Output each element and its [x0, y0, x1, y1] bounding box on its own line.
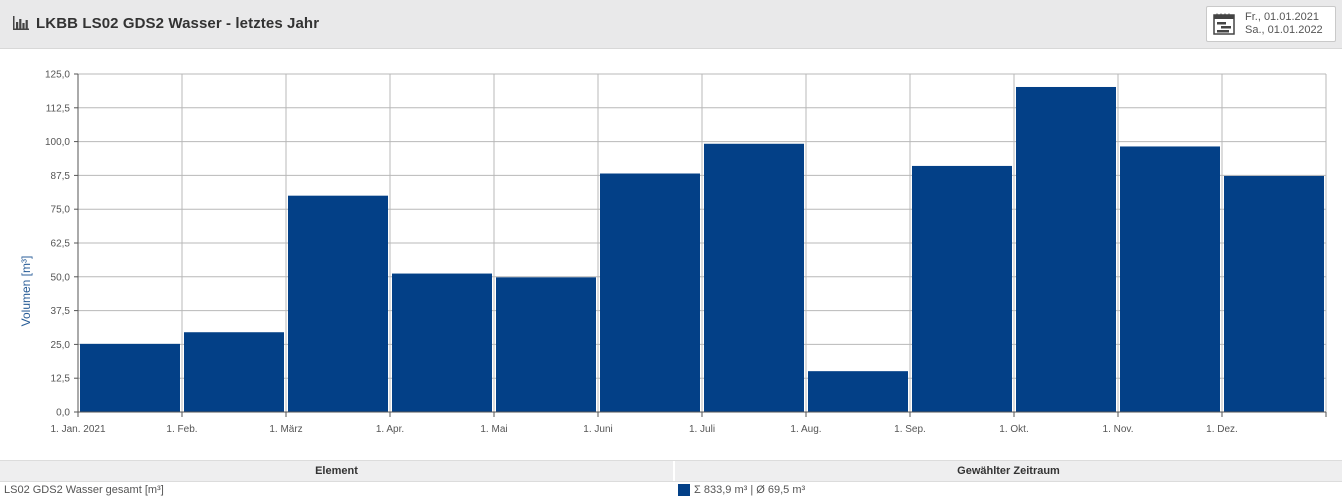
calendar-icon — [1213, 13, 1235, 35]
header-bar: LKBB LS02 GDS2 Wasser - letztes Jahr Fr.… — [0, 0, 1342, 49]
y-tick-label: 12,5 — [51, 374, 71, 385]
y-tick-label: 62,5 — [51, 239, 71, 250]
x-tick-label: 1. Sep. — [894, 424, 926, 435]
bar — [392, 273, 492, 412]
bar — [80, 343, 180, 412]
column-divider — [673, 461, 675, 481]
x-tick-label: 1. Okt. — [999, 424, 1028, 435]
element-name: LS02 GDS2 Wasser gesamt [m³] — [4, 484, 164, 496]
date-from: Fr., 01.01.2021 — [1245, 11, 1319, 23]
series-color-swatch — [678, 484, 690, 496]
table-row[interactable]: LS02 GDS2 Wasser gesamt [m³] Σ 833,9 m³ … — [0, 482, 1342, 498]
date-range-picker[interactable]: Fr., 01.01.2021 Sa., 01.01.2022 — [1206, 6, 1336, 42]
y-tick-label: 37,5 — [51, 306, 71, 317]
y-tick-label: 87,5 — [51, 171, 71, 182]
y-tick-label: 125,0 — [45, 70, 70, 81]
x-tick-label: 1. Juni — [583, 424, 612, 435]
bar — [1120, 146, 1220, 412]
x-tick-label: 1. Feb. — [166, 424, 197, 435]
x-tick-label: 1. Apr. — [376, 424, 404, 435]
period-value: Σ 833,9 m³ | Ø 69,5 m³ — [694, 484, 806, 496]
legend-table: Element Gewählter Zeitraum LS02 GDS2 Was… — [0, 460, 1342, 498]
x-tick-label: 1. Juli — [689, 424, 715, 435]
bar — [912, 165, 1012, 412]
bar-chart: 0,0 12,5 25,0 37,5 50,0 62,5 75,0 87,5 100,0 112,… — [45, 70, 1327, 435]
x-tick-label: 1. Nov. — [1103, 424, 1134, 435]
x-tick-label: 1. Mai — [480, 424, 507, 435]
bar — [1224, 175, 1324, 412]
column-header-period: Gewählter Zeitraum — [957, 465, 1060, 477]
page-title: LKBB LS02 GDS2 Wasser - letztes Jahr — [36, 14, 320, 32]
bar — [600, 173, 700, 412]
y-tick-label: 50,0 — [51, 272, 71, 283]
bar-chart-icon — [13, 16, 29, 30]
bar — [704, 143, 804, 413]
y-tick-label: 112,5 — [46, 103, 71, 114]
y-axis-title: Volumen [m³] — [19, 255, 33, 327]
bar — [496, 277, 596, 412]
y-tick-label: 100,0 — [45, 137, 70, 148]
bar — [808, 371, 908, 412]
bar — [288, 195, 388, 412]
x-tick-label: 1. Aug. — [790, 424, 821, 435]
chart-area: 0,0 12,5 25,0 37,5 50,0 62,5 75,0 87,5 100,0 112,… — [0, 48, 1342, 458]
bar — [184, 332, 284, 412]
x-tick-label: 1. Jan. 2021 — [50, 424, 105, 435]
date-to: Sa., 01.01.2022 — [1245, 24, 1323, 36]
x-tick-label: 1. März — [269, 424, 302, 435]
y-tick-label: 0,0 — [56, 408, 70, 419]
title-group: LKBB LS02 GDS2 Wasser - letztes Jahr — [12, 14, 319, 32]
period-summary: Σ 833,9 m³ | Ø 69,5 m³ — [678, 484, 805, 496]
bar — [1016, 86, 1116, 413]
date-range-text: Fr., 01.01.2021 Sa., 01.01.2022 — [1245, 11, 1323, 37]
legend-table-header: Element Gewählter Zeitraum — [0, 460, 1342, 482]
y-tick-label: 75,0 — [51, 205, 71, 216]
x-tick-label: 1. Dez. — [1206, 424, 1238, 435]
y-tick-label: 25,0 — [51, 340, 71, 351]
column-header-element: Element — [315, 465, 358, 477]
